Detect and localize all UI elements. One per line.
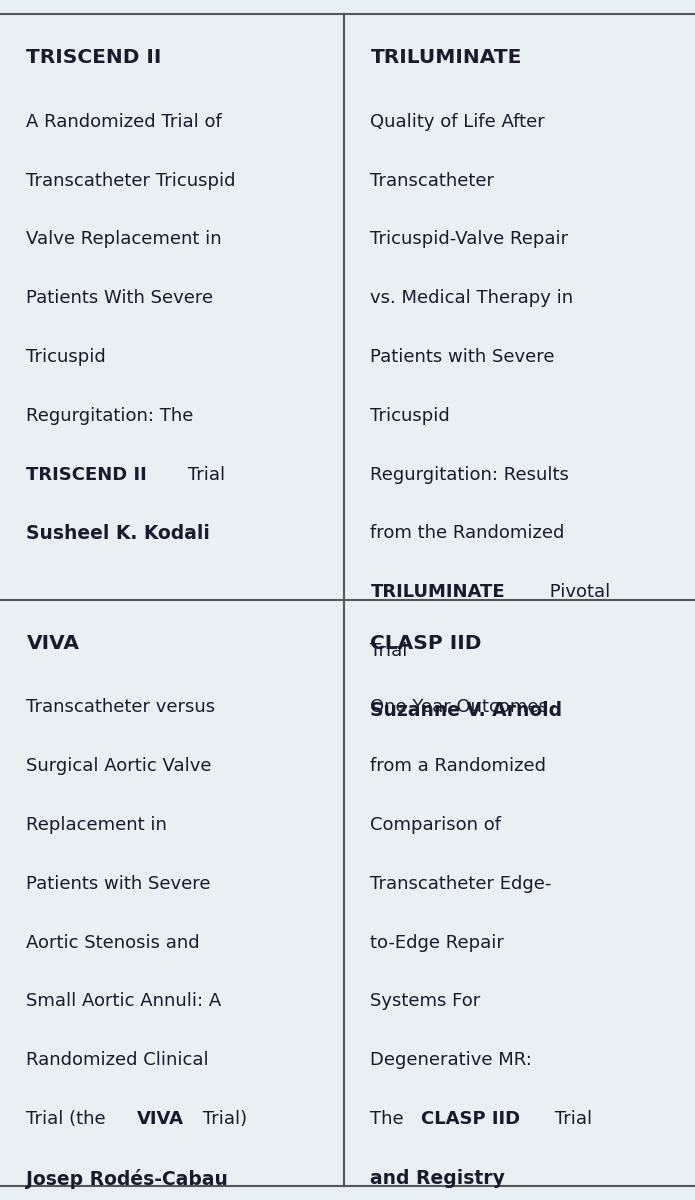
Text: CLASP IID: CLASP IID [370, 634, 482, 653]
Text: Transcatheter: Transcatheter [370, 172, 494, 190]
Text: Patients with Severe: Patients with Severe [370, 348, 555, 366]
Text: The: The [370, 1110, 410, 1128]
Text: Randomized Clinical: Randomized Clinical [26, 1051, 209, 1069]
Text: Tricuspid: Tricuspid [370, 407, 450, 425]
Text: Susheel K. Kodali: Susheel K. Kodali [26, 524, 211, 544]
Text: Small Aortic Annuli: A: Small Aortic Annuli: A [26, 992, 222, 1010]
Text: Comparison of: Comparison of [370, 816, 501, 834]
Text: Valve Replacement in: Valve Replacement in [26, 230, 222, 248]
Text: Tricuspid: Tricuspid [26, 348, 106, 366]
Text: Tricuspid-Valve Repair: Tricuspid-Valve Repair [370, 230, 569, 248]
Text: Systems For: Systems For [370, 992, 481, 1010]
Text: One Year Outcomes: One Year Outcomes [370, 698, 548, 716]
Text: Transcatheter versus: Transcatheter versus [26, 698, 215, 716]
Text: Trial: Trial [182, 466, 225, 484]
Text: A Randomized Trial of: A Randomized Trial of [26, 113, 222, 131]
Text: CLASP IID: CLASP IID [421, 1110, 521, 1128]
Text: Regurgitation: The: Regurgitation: The [26, 407, 194, 425]
Text: Pivotal: Pivotal [544, 583, 610, 601]
Text: vs. Medical Therapy in: vs. Medical Therapy in [370, 289, 573, 307]
Text: VIVA: VIVA [26, 634, 79, 653]
Text: Transcatheter Edge-: Transcatheter Edge- [370, 875, 552, 893]
Text: Replacement in: Replacement in [26, 816, 167, 834]
Text: to-Edge Repair: to-Edge Repair [370, 934, 505, 952]
Text: Quality of Life After: Quality of Life After [370, 113, 545, 131]
Text: TRISCEND II: TRISCEND II [26, 466, 147, 484]
Text: Surgical Aortic Valve: Surgical Aortic Valve [26, 757, 212, 775]
Text: Transcatheter Tricuspid: Transcatheter Tricuspid [26, 172, 236, 190]
Text: TRILUMINATE: TRILUMINATE [370, 48, 522, 67]
Text: VIVA: VIVA [137, 1110, 183, 1128]
Text: from the Randomized: from the Randomized [370, 524, 565, 542]
Text: Patients With Severe: Patients With Severe [26, 289, 213, 307]
Text: Trial (the: Trial (the [26, 1110, 112, 1128]
Text: Aortic Stenosis and: Aortic Stenosis and [26, 934, 200, 952]
Text: Patients with Severe: Patients with Severe [26, 875, 211, 893]
Text: and Registry: and Registry [370, 1169, 505, 1188]
Text: TRISCEND II: TRISCEND II [26, 48, 162, 67]
Text: TRILUMINATE: TRILUMINATE [370, 583, 505, 601]
Text: Josep Rodés-Cabau: Josep Rodés-Cabau [26, 1169, 228, 1189]
Text: from a Randomized: from a Randomized [370, 757, 546, 775]
Text: Suzanne V. Arnold: Suzanne V. Arnold [370, 701, 562, 720]
Text: Regurgitation: Results: Regurgitation: Results [370, 466, 569, 484]
Text: Trial): Trial) [197, 1110, 247, 1128]
Text: Degenerative MR:: Degenerative MR: [370, 1051, 532, 1069]
Text: Trial: Trial [370, 642, 408, 660]
Text: Trial: Trial [549, 1110, 592, 1128]
